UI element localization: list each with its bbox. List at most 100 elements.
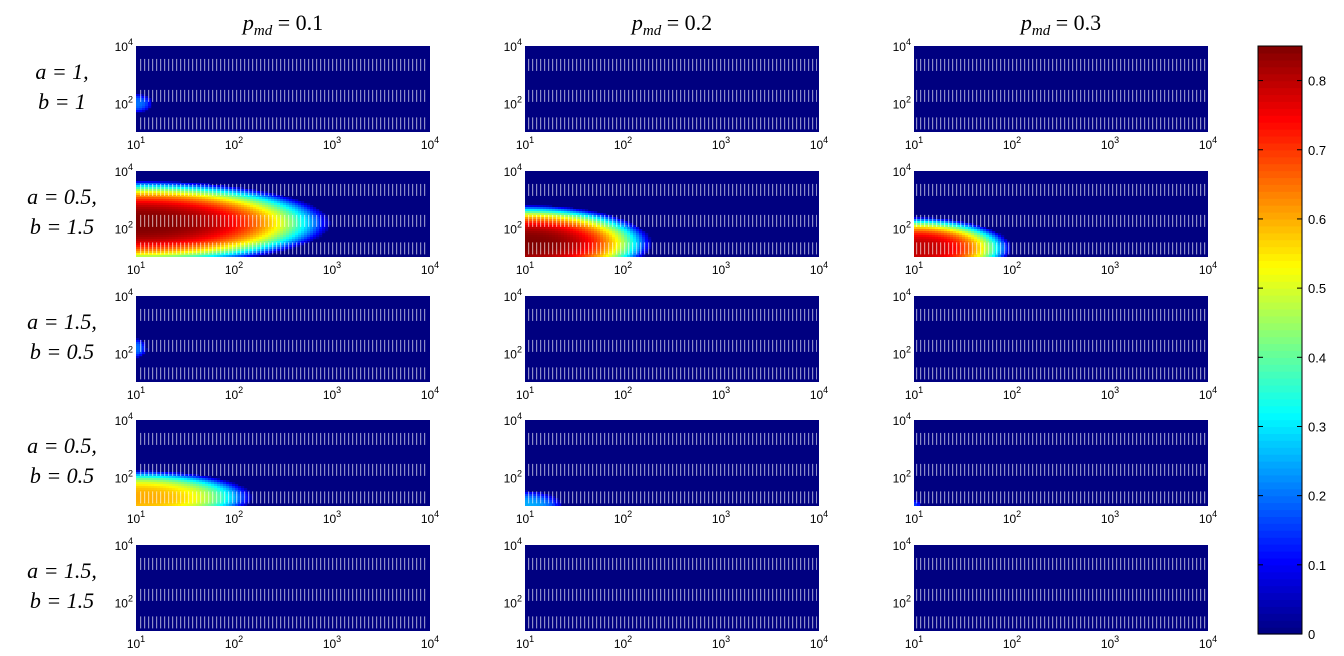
- heatmap-cell: [190, 207, 194, 210]
- heatmap-cell: [621, 239, 625, 242]
- heatmap-cell: [199, 207, 203, 210]
- heatmap-cell: [573, 229, 577, 232]
- heatmap-cell: [211, 239, 215, 242]
- heatmap-cell: [241, 213, 245, 216]
- heatmap-cell: [157, 227, 161, 230]
- heatmap-cell: [274, 235, 278, 238]
- stripe-artifact: [138, 89, 428, 102]
- heatmap-cell: [190, 241, 194, 244]
- heatmap-cell: [151, 197, 155, 200]
- row-label-line2: b = 0.5: [30, 463, 94, 488]
- heatmap-cell: [190, 486, 194, 489]
- heatmap-cell: [280, 227, 284, 230]
- heatmap-cell: [603, 233, 607, 236]
- heatmap-cell: [166, 203, 170, 206]
- heatmap-cell: [555, 231, 559, 234]
- heatmap-cell: [528, 235, 532, 238]
- heatmap-cell: [558, 231, 562, 234]
- heatmap-cell: [265, 239, 269, 242]
- heatmap-cell: [307, 203, 311, 206]
- heatmap-cell: [1004, 239, 1008, 242]
- heatmap-cell: [259, 229, 263, 232]
- heatmap-cell: [989, 229, 993, 232]
- heatmap-cell: [980, 231, 984, 234]
- heatmap-cell: [289, 199, 293, 202]
- heatmap-cell: [232, 482, 236, 485]
- heatmap-cell: [226, 205, 230, 208]
- heatmap-cell: [965, 239, 969, 242]
- heatmap-cell: [253, 239, 257, 242]
- row-label-line1: a = 0.5,: [27, 433, 97, 458]
- heatmap-cell: [968, 237, 972, 240]
- heatmap-cell: [136, 231, 140, 234]
- heatmap-cell: [298, 235, 302, 238]
- heatmap-cell: [247, 197, 251, 200]
- heatmap-cell: [211, 241, 215, 244]
- heatmap-cell: [944, 239, 948, 242]
- heatmap-cell: [576, 255, 580, 257]
- heatmap-cell: [238, 237, 242, 240]
- heatmap-cell: [199, 480, 203, 483]
- heatmap-cell: [178, 480, 182, 483]
- stripe-artifact: [916, 367, 1206, 380]
- heatmap-cell: [229, 201, 233, 204]
- heatmap-cell: [136, 223, 140, 226]
- heatmap-cell: [166, 478, 170, 481]
- heatmap-cell: [241, 233, 245, 236]
- heatmap-cell: [223, 237, 227, 240]
- heatmap-cell: [241, 229, 245, 232]
- heatmap-cell: [163, 181, 167, 184]
- heatmap-cell: [546, 241, 550, 244]
- heatmap-cell: [262, 229, 266, 232]
- heatmap-cell: [244, 211, 248, 214]
- heatmap-cell: [271, 233, 275, 236]
- heatmap-cell: [163, 478, 167, 481]
- heatmap-cell: [265, 233, 269, 236]
- heatmap-cell: [235, 231, 239, 234]
- heatmap-cell: [184, 504, 188, 506]
- heatmap-cell: [525, 243, 529, 246]
- heatmap-cell: [202, 237, 206, 240]
- heatmap-cell: [166, 235, 170, 238]
- heatmap-cell: [181, 203, 185, 206]
- heatmap-cell: [549, 237, 553, 240]
- heatmap-cell: [193, 203, 197, 206]
- heatmap-cell: [606, 231, 610, 234]
- heatmap-cell: [199, 482, 203, 485]
- heatmap-cell: [136, 229, 140, 232]
- heatmap-cell: [214, 480, 218, 483]
- colorbar-swatch: [1258, 101, 1302, 109]
- heatmap-cell: [298, 233, 302, 236]
- heatmap-cell: [142, 237, 146, 240]
- heatmap-cell: [606, 235, 610, 238]
- heatmap-cell: [169, 181, 173, 184]
- heatmap-cell: [148, 106, 152, 109]
- stripe-artifact: [527, 616, 817, 629]
- heatmap-cell: [136, 356, 140, 359]
- heatmap-cell: [627, 255, 631, 257]
- heatmap-cell: [175, 488, 179, 491]
- heatmap-cell: [555, 239, 559, 242]
- heatmap-cell: [929, 239, 933, 242]
- heatmap-cell: [618, 241, 622, 244]
- colorbar-swatch: [1258, 461, 1302, 469]
- heatmap-cell: [636, 227, 640, 230]
- heatmap-cell: [169, 484, 173, 487]
- heatmap-cell: [136, 193, 140, 196]
- heatmap-cell: [250, 201, 254, 204]
- heatmap-cell: [163, 255, 167, 257]
- heatmap-cell: [950, 233, 954, 236]
- heatmap-cell: [950, 241, 954, 244]
- heatmap-cell: [220, 199, 224, 202]
- heatmap-cell: [525, 251, 529, 254]
- heatmap-cell: [277, 211, 281, 214]
- heatmap-cell: [226, 229, 230, 232]
- heatmap-cell: [148, 255, 152, 257]
- heatmap-cell: [145, 482, 149, 485]
- heatmap-cell: [181, 255, 185, 257]
- heatmap-cell: [184, 229, 188, 232]
- heatmap-cell: [992, 241, 996, 244]
- x-tick-label: 103: [712, 634, 730, 651]
- heatmap-cell: [247, 205, 251, 208]
- heatmap-cell: [223, 197, 227, 200]
